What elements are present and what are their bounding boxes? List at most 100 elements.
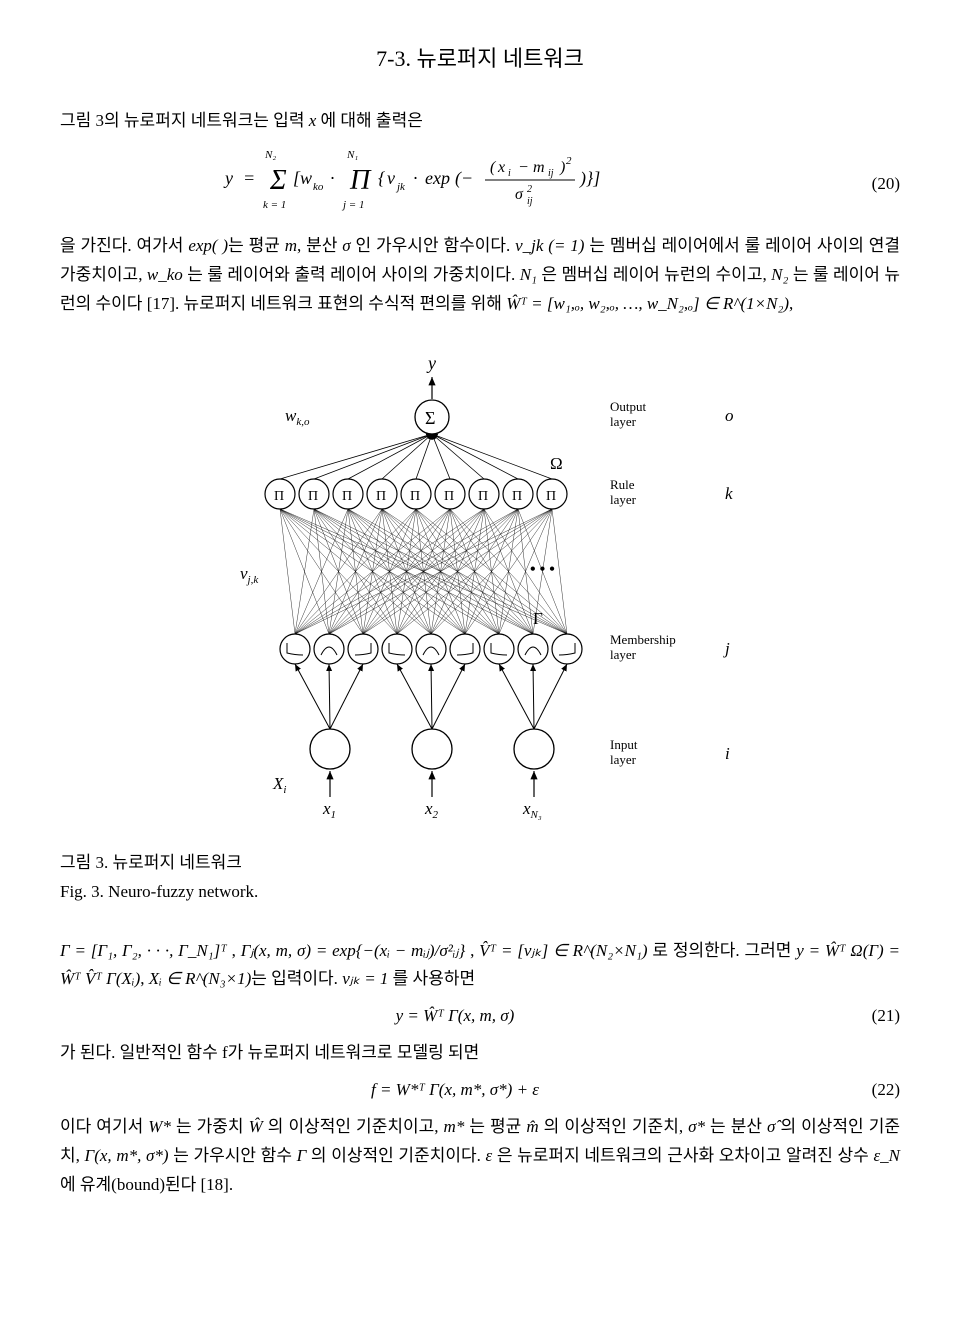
svg-text:Π: Π [376, 489, 386, 504]
svg-text:·: · [330, 168, 335, 188]
label-x2: x2 [424, 799, 439, 821]
p3-Xi: Xᵢ ∈ R^(N₃×1) [149, 969, 251, 988]
eq20-svg: y = Σ N₂ k = 1 [ w ko · Π N₁ j = 1 { v j… [215, 144, 695, 214]
p2-m: m [285, 236, 297, 255]
dots: • • • [530, 561, 555, 578]
p2-WT: Ŵᵀ = [w₁,ₒ, w₂,ₒ, …, w_N₂,ₒ] ∈ R^(1×N₂) [506, 294, 789, 313]
svg-text:Π: Π [349, 165, 372, 196]
p5-mhat: m̂ [526, 1117, 538, 1136]
svg-text:−: − [518, 159, 529, 176]
svg-text:Π: Π [410, 489, 420, 504]
eq22-number: (22) [850, 1076, 900, 1105]
p3-4: 로 정의한다. 그러면 [648, 941, 797, 960]
p3-6: 는 입력이다. [251, 969, 342, 988]
p3-5: , [140, 969, 149, 988]
p2-3: , 분산 [297, 236, 342, 255]
svg-text:jk: jk [395, 181, 406, 193]
p2-exp: exp( ) [188, 236, 228, 255]
svg-text:ko: ko [313, 181, 324, 193]
p2-N2: N₂ [771, 265, 788, 284]
svg-text:Π: Π [342, 489, 352, 504]
p3-gammaj: Γⱼ(x, m, σ) = exp{−(xᵢ − mᵢⱼ)/σ²ᵢⱼ} [241, 941, 466, 960]
label-o: o [725, 406, 734, 425]
label-membership-layer: Membership [610, 632, 676, 647]
svg-text:x: x [497, 159, 505, 176]
fig-caption-en: Fig. 3. Neuro-fuzzy network. [60, 878, 900, 907]
svg-text:(−: (− [455, 168, 473, 189]
p2-7: 은 멤버십 레이어 뉴런의 수이고, [537, 265, 771, 284]
label-input-layer: Input [610, 737, 638, 752]
p5-8: 는 가우시안 함수 [169, 1146, 297, 1165]
p5-2: 는 가중치 [171, 1117, 249, 1136]
svg-text:Π: Π [512, 489, 522, 504]
svg-text:): ) [559, 159, 565, 176]
svg-text:Σ: Σ [269, 165, 287, 196]
paragraph-2: 을 가진다. 여가서 exp( )는 평균 m, 분산 σ 인 가우시안 함수이… [60, 232, 900, 319]
paragraph-1: 그림 3의 뉴로퍼지 네트워크는 입력 x 에 대해 출력은 [60, 107, 900, 136]
svg-text:m: m [533, 159, 545, 176]
p3-vjk1: vⱼₖ = 1 [342, 969, 388, 988]
label-input-layer2: layer [610, 752, 637, 767]
label-Xi: Xi [272, 774, 286, 796]
p2-2: 는 평균 [228, 236, 285, 255]
label-wko: wk,o [285, 406, 310, 428]
svg-text:y: y [223, 168, 233, 188]
p3-3: , [465, 941, 479, 960]
svg-text:k = 1: k = 1 [263, 199, 286, 211]
label-output-layer: Output [610, 399, 647, 414]
eq21-body: y = Ŵᵀ Γ(x, m, σ) [60, 1002, 850, 1031]
label-j: j [723, 639, 730, 658]
svg-text:ij: ij [527, 196, 533, 207]
p5-1: 이다 여기서 [60, 1117, 148, 1136]
svg-text:exp: exp [425, 168, 450, 188]
svg-text:N₂: N₂ [264, 149, 276, 161]
svg-text:=: = [243, 168, 255, 188]
p5-Gamma: Γ(x, m*, σ*) [85, 1146, 169, 1165]
svg-text:N₁: N₁ [346, 149, 358, 161]
svg-text:{: { [378, 168, 386, 188]
paragraph-4: 가 된다. 일반적인 함수 f가 뉴로퍼지 네트워크로 모델링 되면 [60, 1039, 900, 1068]
equation-22: f = W*ᵀ Γ(x, m*, σ*) + ε (22) [60, 1076, 900, 1105]
svg-text:j = 1: j = 1 [341, 199, 364, 211]
svg-text:(: ( [490, 159, 497, 176]
label-output-layer2: layer [610, 414, 637, 429]
paragraph-3: Γ = [Γ₁, Γ₂, · · ·, Γ_N₁]ᵀ , Γⱼ(x, m, σ)… [60, 937, 900, 995]
p2-9: , [789, 294, 793, 313]
label-x1: x1 [322, 799, 336, 821]
paragraph-5: 이다 여기서 W* 는 가중치 Ŵ 의 이상적인 기준치이고, m* 는 평균 … [60, 1113, 900, 1200]
label-vjk: vj,k [240, 564, 259, 586]
p5-6: 는 분산 [705, 1117, 767, 1136]
svg-text:Π: Π [444, 489, 454, 504]
label-k: k [725, 484, 733, 503]
eq21-number: (21) [850, 1002, 900, 1031]
svg-text:Π: Π [546, 489, 556, 504]
section-title: 7-3. 뉴로퍼지 네트워크 [60, 40, 900, 77]
p5-Gamma2: Γ [297, 1146, 307, 1165]
svg-text:ij: ij [548, 168, 554, 179]
label-rule-layer: Rule [610, 477, 635, 492]
p1-prefix: 그림 3의 뉴로퍼지 네트워크는 입력 [60, 111, 309, 130]
p5-11: 에 유계(bound)된다 [18]. [60, 1175, 233, 1194]
input-layer-nodes [310, 729, 554, 769]
p2-4: 인 가우시안 함수이다. [351, 236, 515, 255]
figure-3: y Σ wk,o Output layer o Ω ΠΠΠΠΠΠΠΠΠ Rule… [60, 349, 900, 907]
label-xN3: xN₃ [522, 799, 542, 821]
p3-1: Γ = [Γ₁, Γ₂, · · ·, Γ_N₁]ᵀ [60, 941, 227, 960]
p3-7: 를 사용하면 [388, 969, 475, 988]
p3-2: , [227, 941, 241, 960]
svg-text:Π: Π [478, 489, 488, 504]
eq20-number: (20) [850, 170, 900, 199]
p5-mstar: m* [444, 1117, 465, 1136]
svg-text:2: 2 [566, 155, 572, 167]
p5-What: Ŵ [249, 1117, 263, 1136]
p2-sigma: σ [342, 236, 350, 255]
p2-wko: w_ko [147, 265, 183, 284]
p5-sigmastar: σ* [688, 1117, 705, 1136]
label-membership-layer2: layer [610, 647, 637, 662]
svg-text:2: 2 [527, 184, 532, 195]
svg-text:·: · [413, 168, 418, 188]
equation-21: y = Ŵᵀ Γ(x, m, σ) (21) [60, 1002, 900, 1031]
svg-text:Π: Π [308, 489, 318, 504]
svg-text:w: w [300, 168, 312, 188]
sigma-symbol: Σ [425, 408, 435, 428]
